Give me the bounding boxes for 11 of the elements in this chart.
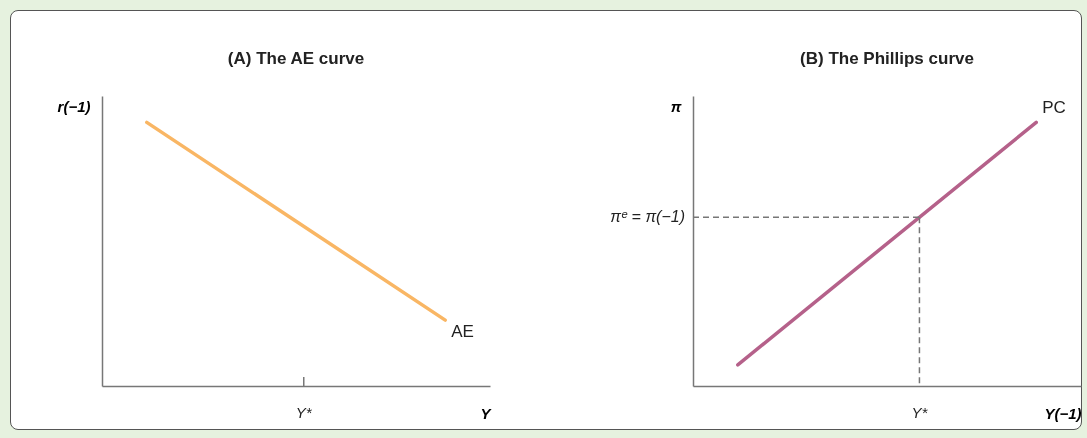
chart-title: (B) The Phillips curve <box>800 49 974 68</box>
text: Y* <box>295 404 313 421</box>
ref-line-label: πᵉ = π(−1) <box>610 208 685 226</box>
x-axis-title: Y(−1) <box>1044 404 1082 422</box>
x-axis-title: Y <box>480 404 493 422</box>
y-axis-title: π <box>670 97 682 115</box>
series-label: PC <box>1042 98 1066 118</box>
text: Y* <box>911 404 929 421</box>
series-label: AE <box>451 322 474 342</box>
y-axis-title: r(−1) <box>57 97 91 115</box>
chart-title: (A) The AE curve <box>227 49 365 68</box>
